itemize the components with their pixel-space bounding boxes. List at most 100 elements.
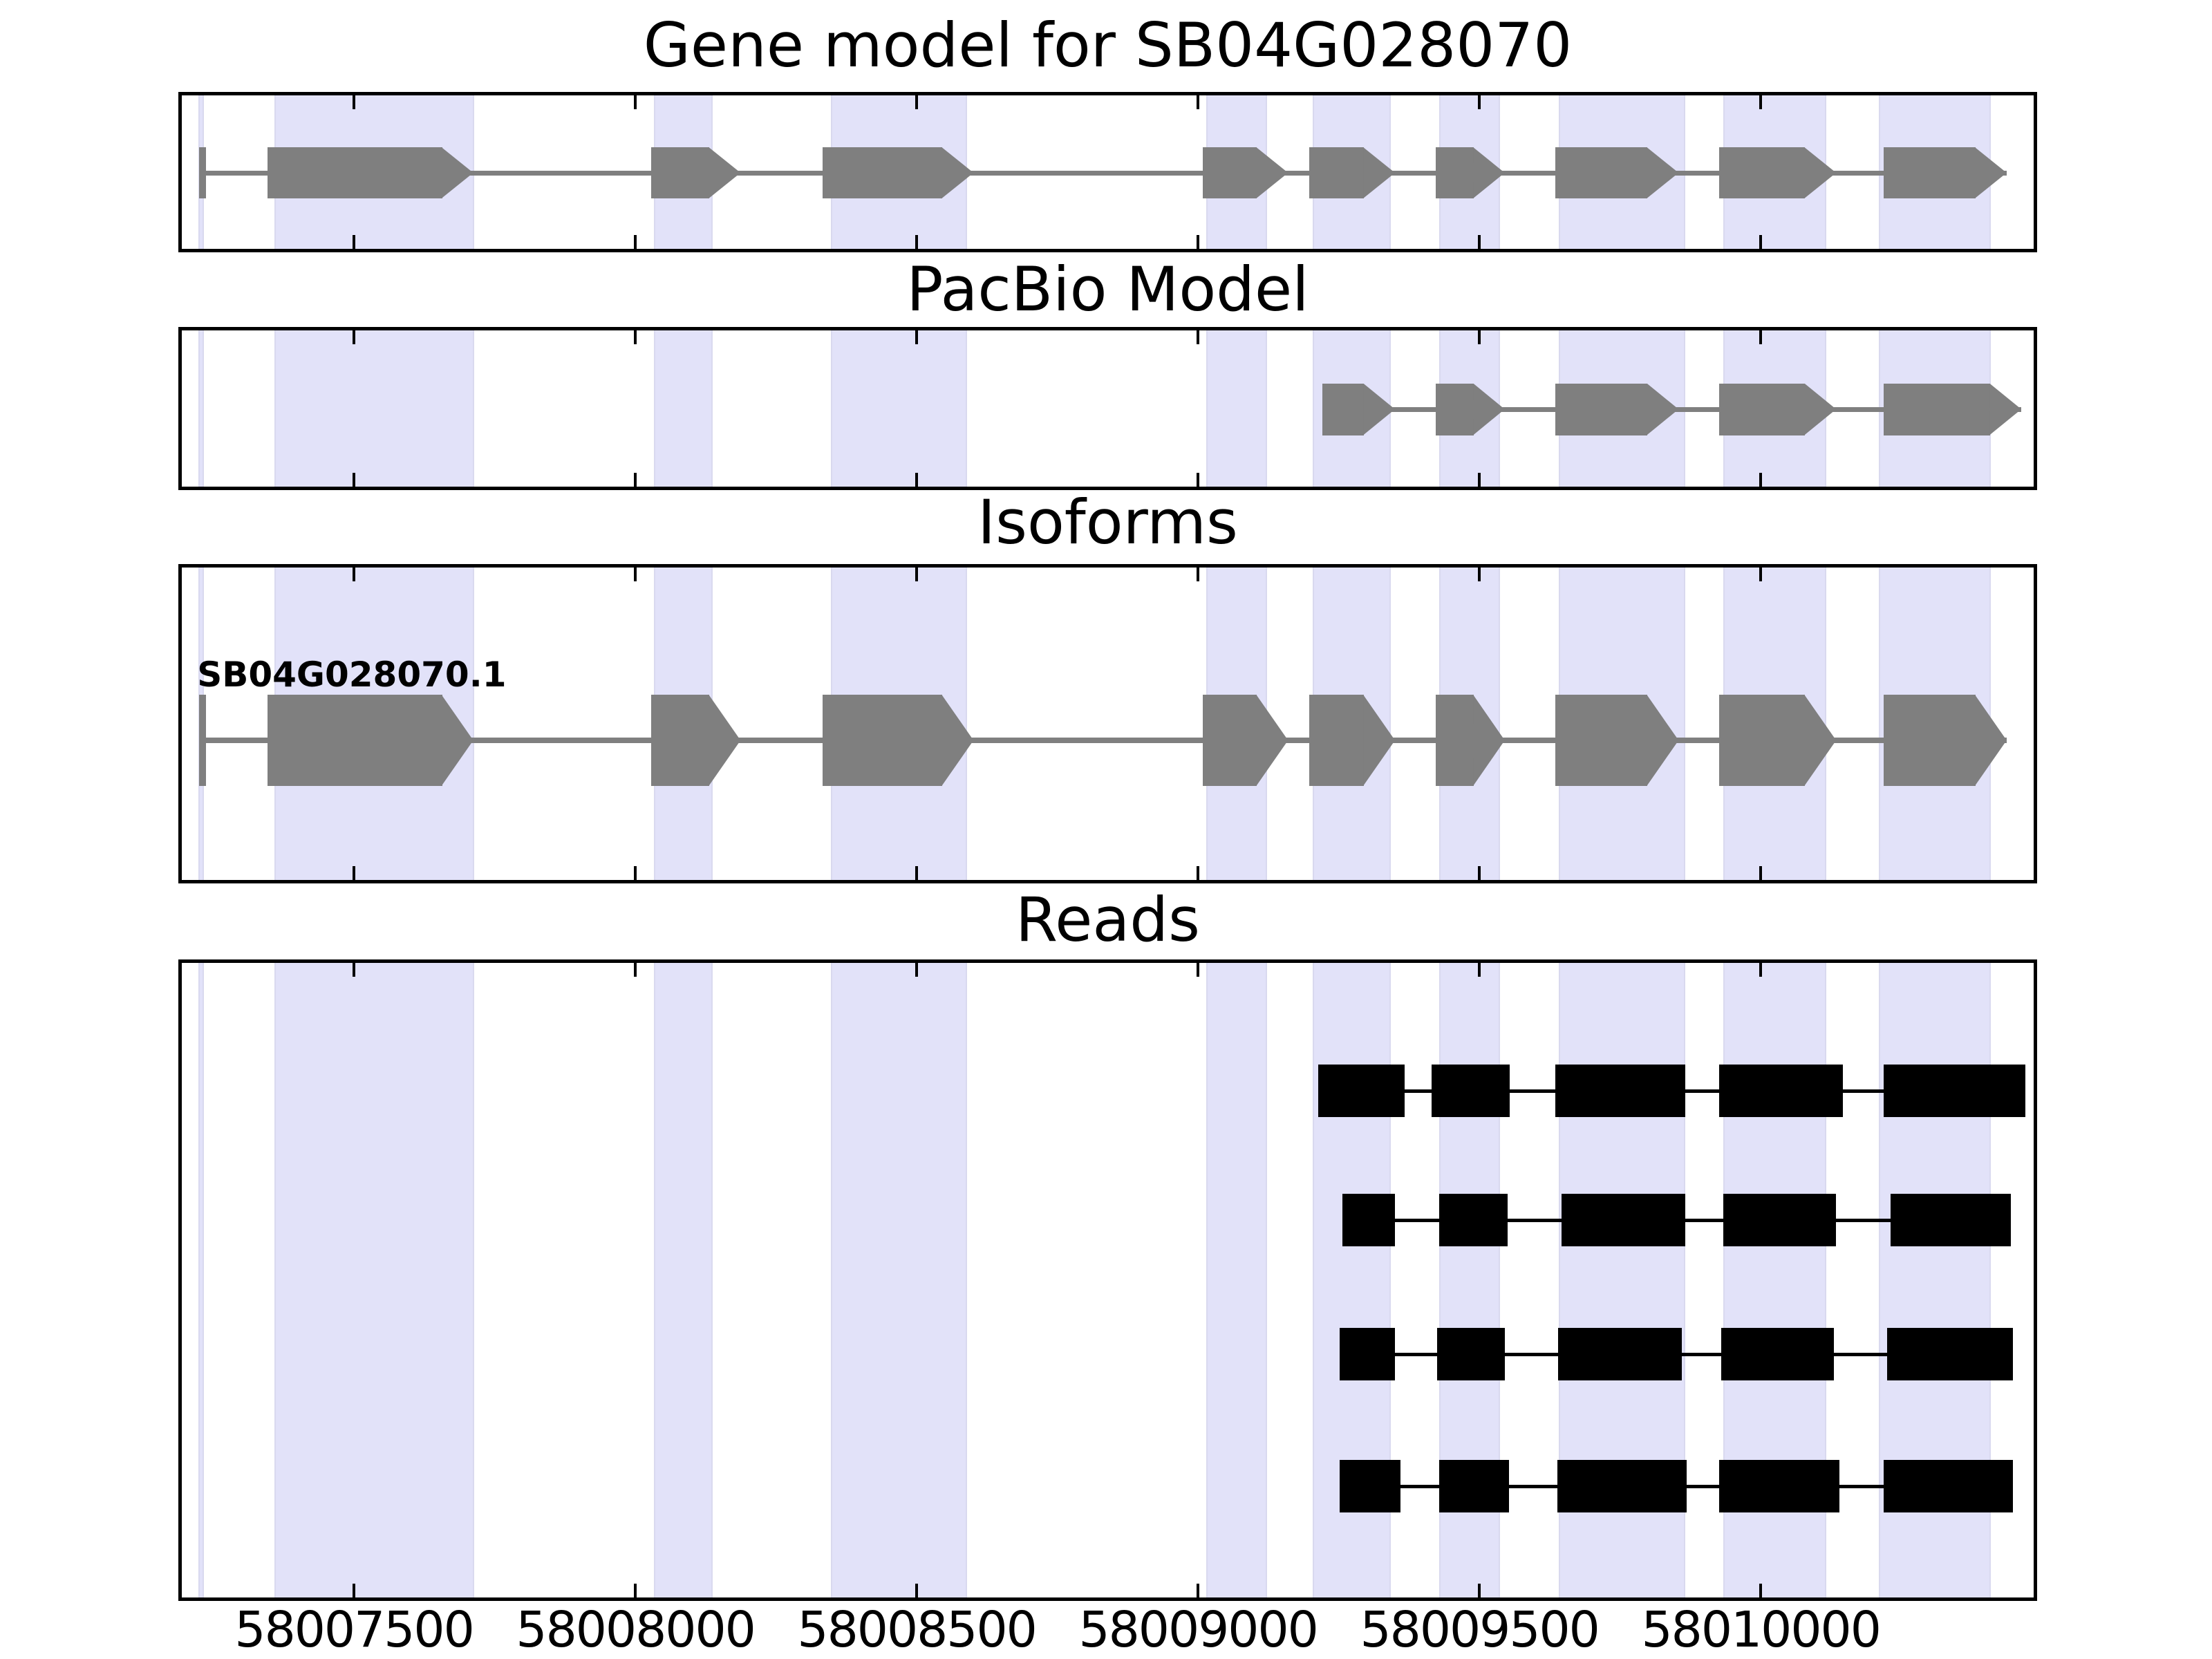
axis-tick — [1759, 235, 1763, 249]
title-reads: Reads — [1015, 884, 1200, 955]
read-block — [1562, 1194, 1686, 1246]
x-tick-label: 58007500 — [234, 1601, 474, 1658]
axis-tick — [634, 330, 637, 344]
read-block — [1555, 1065, 1686, 1117]
axis-tick — [1197, 866, 1200, 880]
read-block — [1887, 1328, 2013, 1380]
axis-tick — [1197, 568, 1200, 581]
read-block — [1891, 1194, 2012, 1246]
exon-block — [823, 147, 943, 198]
read-block — [1557, 1460, 1687, 1512]
axis-tick — [1197, 963, 1200, 977]
axis-tick — [353, 235, 356, 249]
axis-tick — [1478, 568, 1481, 581]
exon-block — [1309, 695, 1365, 786]
exon-block — [1884, 147, 1976, 198]
exon-highlight-band — [1206, 963, 1268, 1597]
exon-block — [267, 695, 442, 786]
axis-tick — [353, 473, 356, 487]
title-pacbio-model: PacBio Model — [906, 254, 1309, 325]
exon-highlight-band — [198, 963, 204, 1597]
exon-highlight-band — [653, 330, 713, 487]
exon-arrow-tip — [1256, 695, 1288, 786]
axis-tick — [1478, 963, 1481, 977]
axis-tick — [1759, 330, 1763, 344]
axis-tick — [353, 1584, 356, 1597]
start-site-marker — [199, 695, 206, 786]
exon-highlight-band — [1206, 330, 1268, 487]
read-block — [1884, 1460, 2013, 1512]
axis-tick — [634, 963, 637, 977]
exon-arrow-tip — [709, 147, 741, 198]
exon-block — [823, 695, 943, 786]
x-tick-label: 58008500 — [797, 1601, 1037, 1658]
exon-block — [1203, 147, 1257, 198]
read-block — [1723, 1194, 1837, 1246]
exon-highlight-band — [830, 330, 967, 487]
axis-tick — [353, 963, 356, 977]
axis-tick — [915, 963, 919, 977]
exon-block — [1718, 147, 1806, 198]
exon-highlight-band — [274, 963, 475, 1597]
exon-block — [1718, 383, 1806, 435]
read-block — [1438, 1460, 1510, 1512]
x-tick-label: 58008000 — [516, 1601, 756, 1658]
exon-block — [1203, 695, 1257, 786]
exon-block — [1322, 383, 1365, 435]
axis-tick — [634, 473, 637, 487]
panel-pacbio-model — [178, 327, 2037, 490]
axis-tick — [353, 866, 356, 880]
axis-tick — [1478, 473, 1481, 487]
exon-arrow-tip — [709, 695, 741, 786]
axis-tick — [1197, 330, 1200, 344]
axis-tick — [915, 95, 919, 109]
axis-tick — [1197, 235, 1200, 249]
axis-tick — [1478, 1584, 1481, 1597]
exon-block — [1436, 383, 1474, 435]
axis-tick — [1759, 95, 1763, 109]
axis-tick — [634, 235, 637, 249]
axis-tick — [1759, 568, 1763, 581]
exon-block — [1436, 695, 1474, 786]
read-block — [1318, 1065, 1405, 1117]
axis-tick — [353, 95, 356, 109]
isoform-label: SB04G028070.1 — [197, 655, 507, 695]
read-block — [1431, 1065, 1510, 1117]
axis-tick — [1478, 235, 1481, 249]
exon-arrow-tip — [1256, 147, 1288, 198]
exon-block — [1718, 695, 1806, 786]
intron-line — [199, 738, 2007, 743]
axis-tick — [1197, 1584, 1200, 1597]
exon-block — [267, 147, 442, 198]
read-block — [1437, 1328, 1505, 1380]
read-block — [1342, 1194, 1396, 1246]
read-block — [1340, 1328, 1396, 1380]
axis-tick — [1759, 963, 1763, 977]
axis-tick — [915, 568, 919, 581]
read-block — [1718, 1460, 1840, 1512]
read-block — [1718, 1065, 1844, 1117]
exon-block — [1555, 695, 1648, 786]
exon-block — [1309, 147, 1365, 198]
start-site-marker — [199, 147, 206, 198]
axis-tick — [1197, 95, 1200, 109]
x-tick-label: 58009000 — [1078, 1601, 1318, 1658]
axis-tick — [915, 235, 919, 249]
axis-tick — [634, 1584, 637, 1597]
intron-line — [199, 170, 2007, 176]
exon-arrow-tip — [1989, 383, 2022, 435]
title-isoforms: Isoforms — [977, 487, 1238, 558]
axis-tick — [1478, 330, 1481, 344]
x-tick-label: 58010000 — [1641, 1601, 1881, 1658]
axis-tick — [915, 866, 919, 880]
exon-block — [1884, 695, 1976, 786]
axis-tick — [634, 568, 637, 581]
read-block — [1558, 1328, 1683, 1380]
axis-tick — [353, 568, 356, 581]
exon-block — [1436, 147, 1474, 198]
axis-tick — [353, 330, 356, 344]
axis-tick — [1478, 866, 1481, 880]
axis-tick — [1759, 473, 1763, 487]
exon-highlight-band — [274, 330, 475, 487]
